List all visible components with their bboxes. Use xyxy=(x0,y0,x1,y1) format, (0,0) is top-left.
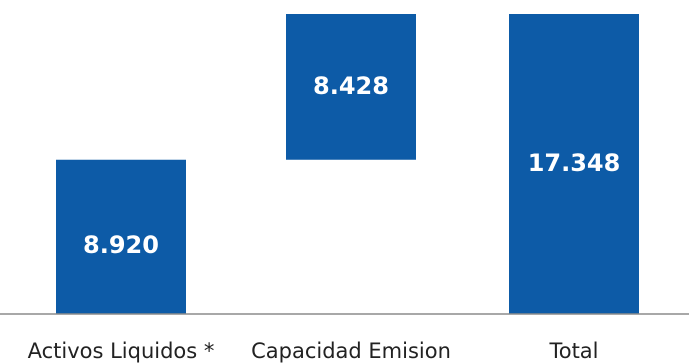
category-label-activos-liquidos: Activos Liquidos * xyxy=(28,339,215,363)
bar-total xyxy=(509,14,639,314)
data-label-total: 17.348 xyxy=(528,149,621,177)
data-label-capacidad-emision: 8.428 xyxy=(313,72,389,100)
bar-capacidad-emision xyxy=(286,14,416,160)
bars-layer: 8.920 8.428 17.348 xyxy=(56,14,639,314)
data-label-activos-liquidos: 8.920 xyxy=(83,231,159,259)
category-label-total: Total xyxy=(548,339,598,363)
category-label-capacidad-emision: Capacidad Emision xyxy=(251,339,451,363)
category-labels: Activos Liquidos * Capacidad Emision Total xyxy=(28,339,599,363)
bar-activos-liquidos xyxy=(56,159,186,314)
